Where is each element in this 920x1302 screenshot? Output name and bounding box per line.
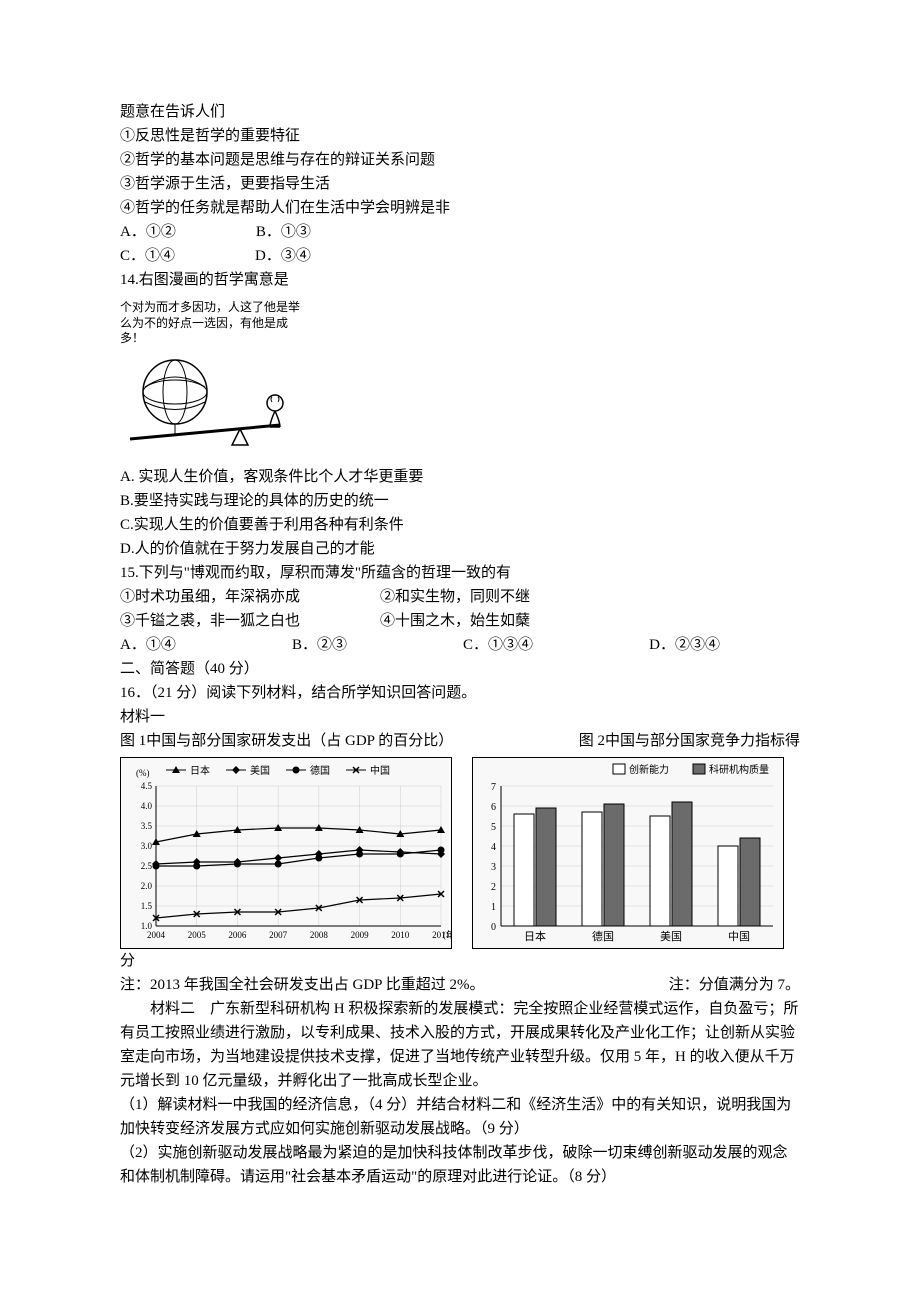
svg-text:2010: 2010 [391, 930, 410, 940]
svg-text:中国: 中国 [728, 930, 750, 943]
q15-statements-row-1: ①时术功虽细，年深祸亦成 ②和实生物，同则不继 [120, 585, 800, 609]
svg-text:美国: 美国 [660, 930, 682, 943]
charts-row: 1.01.52.02.53.03.54.04.5(%)2004200520062… [120, 757, 800, 949]
svg-text:德国: 德国 [310, 764, 330, 777]
svg-text:4.0: 4.0 [141, 801, 153, 811]
svg-text:4: 4 [491, 842, 496, 853]
svg-text:1: 1 [491, 902, 496, 913]
q15-options-row: A．①④ B．②③ C．①③④ D．②③④ [120, 633, 800, 657]
svg-text:科研机构质量: 科研机构质量 [709, 763, 769, 776]
svg-text:2007: 2007 [269, 930, 288, 940]
svg-text:3: 3 [491, 862, 496, 873]
chart-notes-row: 注：2013 年我国全社会研发支出占 GDP 比重超过 2%。 注：分值满分为 … [120, 973, 800, 997]
svg-text:3.0: 3.0 [141, 841, 153, 851]
svg-text:2.5: 2.5 [141, 861, 153, 871]
svg-text:2.0: 2.0 [141, 881, 153, 891]
q13-option-b: B．①③ [256, 220, 311, 244]
q13-statement-1: ①反思性是哲学的重要特征 [120, 124, 800, 148]
q13-options-row-1: A．①② B．①③ [120, 220, 800, 244]
q15-option-c: C．①③④ [463, 633, 533, 657]
chart-titles-row: 图 1中国与部分国家研发支出（占 GDP 的百分比） 图 2中国与部分国家竞争力… [120, 729, 800, 753]
svg-text:0: 0 [491, 922, 496, 933]
q16-sub2: （2）实施创新驱动发展战略最为紧迫的是加快科技体制改革步伐，破除一切束缚创新驱动… [120, 1141, 800, 1189]
svg-text:创新能力: 创新能力 [629, 763, 669, 776]
q14-option-b: B.要坚持实践与理论的具体的历史的统一 [120, 489, 800, 513]
q13-option-a: A．①② [120, 220, 176, 244]
fig2-title: 图 2中国与部分国家竞争力指标得 [579, 729, 800, 753]
svg-text:2004: 2004 [147, 930, 166, 940]
fig1-note: 注：2013 年我国全社会研发支出占 GDP 比重超过 2%。 [120, 973, 484, 997]
q13-option-d: D．③④ [255, 244, 311, 268]
svg-text:2009: 2009 [351, 930, 370, 940]
svg-text:2: 2 [491, 882, 496, 893]
material-1-label: 材料一 [120, 705, 800, 729]
svg-text:德国: 德国 [592, 929, 614, 943]
q13-stem-tail: 题意在告诉人们 [120, 100, 800, 124]
q15-option-d: D．②③④ [649, 633, 720, 657]
q15-statement-3: ③千镒之裘，非一狐之白也 [120, 609, 300, 633]
q15-statement-4: ④十围之木，始生如蘖 [380, 609, 530, 633]
svg-text:6: 6 [491, 802, 496, 813]
bar-chart: 0 1 2 3 4 5 6 7 日本 德国 美国 中国 创新能力 科研机构质量 [472, 757, 784, 949]
svg-text:2005: 2005 [188, 930, 207, 940]
cartoon-figure: 个对为而才多因功，人这了他是举么为不的好点一选因，有他是成多！ [120, 300, 300, 457]
svg-text:5: 5 [491, 822, 496, 833]
q14-option-a: A. 实现人生价值，客观条件比个人才华更重要 [120, 465, 800, 489]
svg-text:中国: 中国 [370, 764, 390, 777]
section-2-heading: 二、简答题（40 分） [120, 657, 800, 681]
svg-text:(年): (年) [443, 929, 452, 940]
q15-stem: 15.下列与"博观而约取，厚积而薄发"所蕴含的哲理一致的有 [120, 561, 800, 585]
q15-option-a: A．①④ [120, 633, 176, 657]
svg-text:7: 7 [491, 782, 496, 793]
svg-text:日本: 日本 [190, 764, 210, 777]
q13-statement-4: ④哲学的任务就是帮助人们在生活中学会明辨是非 [120, 196, 800, 220]
q14-option-c: C.实现人生的价值要善于利用各种有利条件 [120, 513, 800, 537]
fig2-title-tail: 分 [120, 949, 800, 973]
q13-statement-2: ②哲学的基本问题是思维与存在的辩证关系问题 [120, 148, 800, 172]
cartoon-svg [120, 347, 300, 457]
q13-option-c: C．①④ [120, 244, 175, 268]
q15-statements-row-2: ③千镒之裘，非一狐之白也 ④十围之木，始生如蘖 [120, 609, 800, 633]
line-chart: 1.01.52.02.53.03.54.04.5(%)2004200520062… [120, 757, 452, 949]
cartoon-caption: 个对为而才多因功，人这了他是举么为不的好点一选因，有他是成多！ [120, 300, 300, 347]
svg-text:3.5: 3.5 [141, 821, 153, 831]
svg-text:2008: 2008 [310, 930, 329, 940]
svg-text:(%): (%) [136, 768, 150, 778]
q15-option-b: B．②③ [292, 633, 347, 657]
svg-text:1.5: 1.5 [141, 901, 153, 911]
svg-text:日本: 日本 [524, 929, 546, 943]
q13-options-row-2: C．①④ D．③④ [120, 244, 800, 268]
q16-head: 16．（21 分）阅读下列材料，结合所学知识回答问题。 [120, 681, 800, 705]
q14-option-d: D.人的价值就在于努力发展自己的才能 [120, 537, 800, 561]
q15-statement-2: ②和实生物，同则不继 [380, 585, 530, 609]
svg-text:2006: 2006 [228, 930, 247, 940]
fig2-note: 注：分值满分为 7。 [669, 973, 800, 997]
q14-stem: 14.右图漫画的哲学寓意是 [120, 268, 800, 292]
fig1-title: 图 1中国与部分国家研发支出（占 GDP 的百分比） [120, 729, 453, 753]
svg-text:美国: 美国 [250, 764, 270, 777]
q13-statement-3: ③哲学源于生活，更要指导生活 [120, 172, 800, 196]
material-2-text: 材料二 广东新型科研机构 H 积极探索新的发展模式：完全按照企业经营模式运作，自… [120, 997, 800, 1093]
q16-sub1: （1）解读材料一中我国的经济信息，（4 分）并结合材料二和《经济生活》中的有关知… [120, 1093, 800, 1141]
q15-statement-1: ①时术功虽细，年深祸亦成 [120, 585, 300, 609]
svg-text:4.5: 4.5 [141, 781, 153, 791]
